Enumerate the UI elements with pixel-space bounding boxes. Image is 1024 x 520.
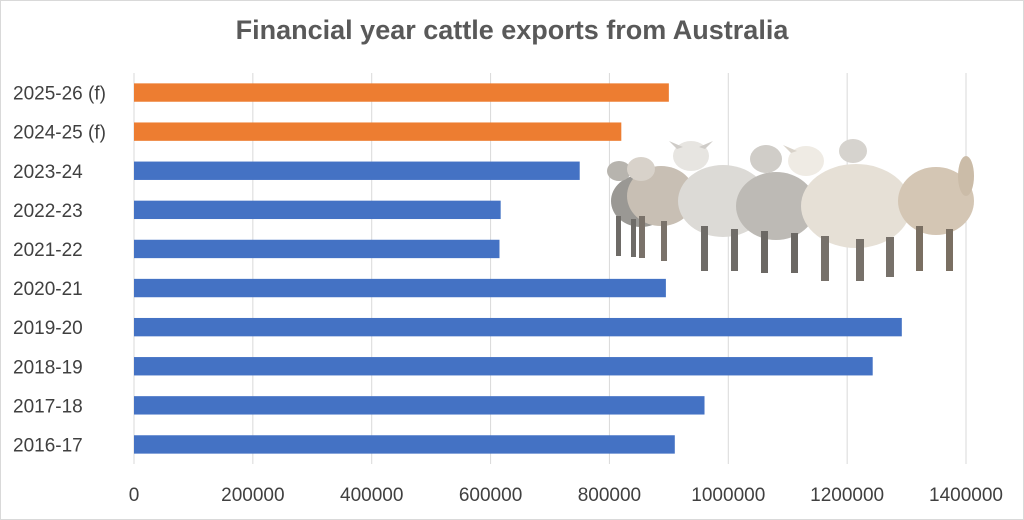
bars bbox=[134, 83, 902, 454]
bar-2024-25-f bbox=[134, 122, 622, 141]
x-tick-label: 200000 bbox=[221, 485, 284, 506]
category-label: 2022-23 bbox=[13, 201, 83, 222]
bar-2022-23 bbox=[134, 200, 501, 220]
x-tick-label: 600000 bbox=[459, 485, 522, 506]
category-label: 2024-25 (f) bbox=[13, 123, 106, 144]
category-label: 2016-17 bbox=[13, 435, 83, 456]
x-tick-label: 1400000 bbox=[929, 485, 1003, 506]
bar-2020-21 bbox=[134, 278, 666, 298]
category-label: 2020-21 bbox=[13, 279, 83, 300]
category-label: 2021-22 bbox=[13, 240, 83, 261]
bar-2018-19 bbox=[134, 357, 873, 376]
category-label: 2018-19 bbox=[13, 357, 83, 378]
cow-icon bbox=[839, 139, 867, 163]
bar-2016-17 bbox=[134, 435, 675, 454]
x-tick-label: 400000 bbox=[340, 485, 403, 506]
category-label: 2019-20 bbox=[13, 318, 83, 339]
bar-2019-20 bbox=[134, 317, 902, 337]
x-tick-label: 1000000 bbox=[691, 485, 765, 506]
category-label: 2025-26 (f) bbox=[13, 84, 106, 105]
x-tick-label: 0 bbox=[129, 485, 140, 506]
x-tick-label: 800000 bbox=[578, 485, 641, 506]
bar-2023-24 bbox=[134, 161, 580, 180]
category-label: 2017-18 bbox=[13, 396, 83, 417]
cattle-herd-photo bbox=[607, 139, 974, 281]
x-tick-label: 1200000 bbox=[810, 485, 884, 506]
category-labels: 2016-17 2017-18 2018-19 2019-20 2020-21 2021-… bbox=[13, 84, 106, 457]
x-tick-labels: 0 200000 400000 600000 800000 1000000 1200000 1… bbox=[129, 485, 1003, 506]
cow-icon bbox=[898, 156, 974, 271]
chart-title: Financial year cattle exports from Austr… bbox=[235, 15, 789, 45]
category-label: 2023-24 bbox=[13, 162, 83, 183]
bar-2017-18 bbox=[134, 396, 705, 415]
cow-icon bbox=[736, 145, 816, 273]
bar-2025-26-f bbox=[134, 83, 669, 102]
bar-2021-22 bbox=[134, 239, 500, 259]
cow-icon bbox=[627, 157, 695, 261]
cow-icon bbox=[783, 145, 911, 281]
